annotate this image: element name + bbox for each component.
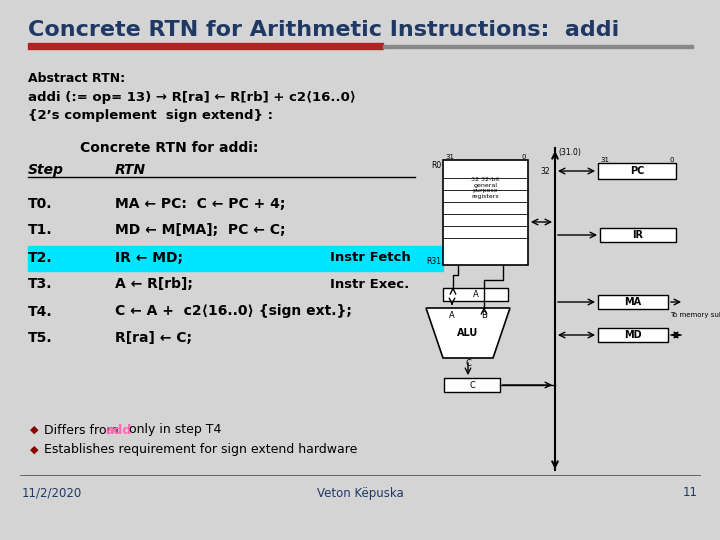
Text: IR: IR xyxy=(632,230,644,240)
Text: ALU: ALU xyxy=(457,328,479,338)
Text: A ← R[rb];: A ← R[rb]; xyxy=(115,278,193,292)
Text: T5.: T5. xyxy=(28,332,53,346)
Text: ◆: ◆ xyxy=(30,425,38,435)
Text: T4.: T4. xyxy=(28,305,53,319)
Text: A: A xyxy=(472,290,478,299)
Text: (31.0): (31.0) xyxy=(558,148,581,158)
Bar xyxy=(598,328,668,342)
Bar xyxy=(598,295,668,309)
Text: PC: PC xyxy=(630,166,644,176)
Text: T1.: T1. xyxy=(28,224,53,238)
Text: B: B xyxy=(481,310,487,320)
Text: T0.: T0. xyxy=(28,197,53,211)
Text: {2’s complement  sign extend} :: {2’s complement sign extend} : xyxy=(28,109,273,122)
Bar xyxy=(383,45,693,48)
Text: Step: Step xyxy=(28,163,64,177)
Bar xyxy=(443,160,528,265)
Text: 0: 0 xyxy=(521,154,526,160)
Text: T3.: T3. xyxy=(28,278,53,292)
Text: MD ← M[MA];  PC ← C;: MD ← M[MA]; PC ← C; xyxy=(115,224,286,238)
Text: Instr Exec.: Instr Exec. xyxy=(330,278,409,291)
Bar xyxy=(444,378,500,392)
Text: T2.: T2. xyxy=(28,251,53,265)
Text: MA ← PC:  C ← PC + 4;: MA ← PC: C ← PC + 4; xyxy=(115,197,285,211)
Bar xyxy=(443,288,508,301)
Text: Instr Fetch: Instr Fetch xyxy=(330,251,410,264)
Text: R[ra] ← C;: R[ra] ← C; xyxy=(115,332,192,346)
Text: C ← A +  c2⟨16..0⟩ {sign ext.};: C ← A + c2⟨16..0⟩ {sign ext.}; xyxy=(115,305,352,319)
Text: 31: 31 xyxy=(445,154,454,160)
Text: IR ← MD;: IR ← MD; xyxy=(115,251,183,265)
Bar xyxy=(28,246,443,271)
Text: Abstract RTN:: Abstract RTN: xyxy=(28,71,125,84)
Text: R0: R0 xyxy=(431,161,441,171)
Text: Veton Këpuska: Veton Këpuska xyxy=(317,487,403,500)
Text: C: C xyxy=(469,381,475,389)
Text: add: add xyxy=(106,423,132,436)
Bar xyxy=(600,228,676,242)
Bar xyxy=(598,163,676,179)
Text: Establishes requirement for sign extend hardware: Establishes requirement for sign extend … xyxy=(44,443,357,456)
Text: 0: 0 xyxy=(670,157,674,163)
Text: 32 32-bit
general
purpose
registers: 32 32-bit general purpose registers xyxy=(472,177,500,199)
Text: 31: 31 xyxy=(600,157,609,163)
Polygon shape xyxy=(426,308,510,358)
Text: Concrete RTN for Arithmetic Instructions:  addi: Concrete RTN for Arithmetic Instructions… xyxy=(28,20,619,40)
Text: Differs from: Differs from xyxy=(44,423,122,436)
Text: To memory subsystem: To memory subsystem xyxy=(670,312,720,318)
Text: C: C xyxy=(465,360,471,368)
Text: ◆: ◆ xyxy=(30,445,38,455)
Text: MD: MD xyxy=(624,330,642,340)
Text: 11/2/2020: 11/2/2020 xyxy=(22,487,82,500)
Text: R31: R31 xyxy=(426,256,441,266)
Text: Concrete RTN for addi:: Concrete RTN for addi: xyxy=(80,141,258,155)
Text: only in step T4: only in step T4 xyxy=(125,423,221,436)
Text: addi (:= op= 13) → R[ra] ← R[rb] + c2⟨16..0⟩: addi (:= op= 13) → R[ra] ← R[rb] + c2⟨16… xyxy=(28,91,356,104)
Text: MA: MA xyxy=(624,297,642,307)
Text: 11: 11 xyxy=(683,487,698,500)
Text: A: A xyxy=(449,310,455,320)
Text: RTN: RTN xyxy=(115,163,146,177)
Bar xyxy=(28,43,383,49)
Text: 32: 32 xyxy=(541,166,550,176)
